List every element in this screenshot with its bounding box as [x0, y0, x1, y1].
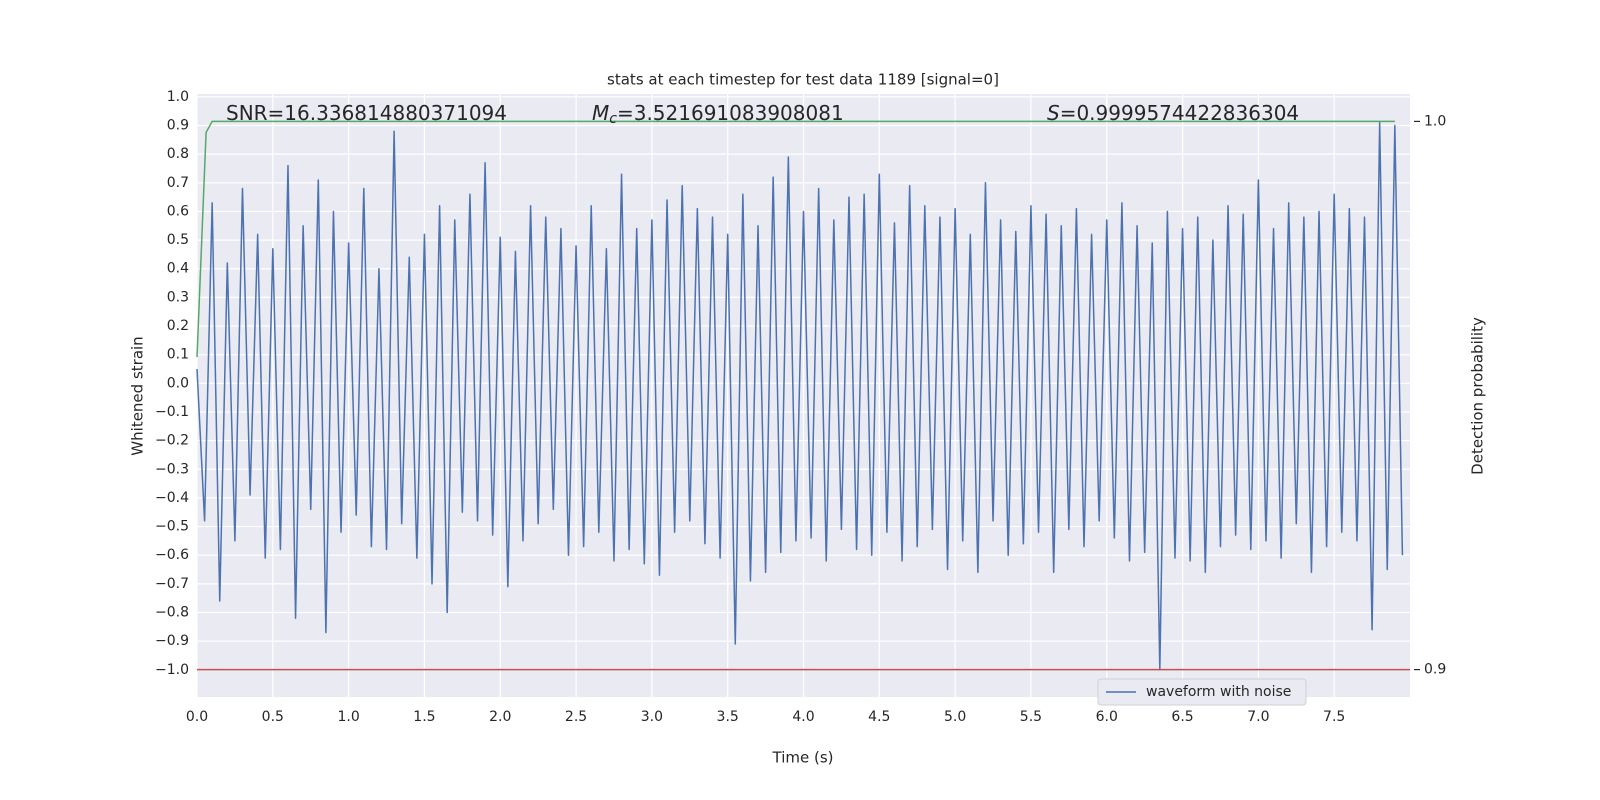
- y-tick-label: 0.5: [167, 232, 189, 248]
- x-tick-label: 4.0: [792, 709, 814, 725]
- x-tick-label: 4.5: [868, 709, 890, 725]
- annotation: SNR=16.336814880371094: [226, 101, 507, 125]
- y-tick-label: 0.3: [167, 289, 189, 305]
- x-tick-label: 7.0: [1247, 709, 1269, 725]
- x-tick-label: 1.5: [413, 709, 435, 725]
- chart-title: stats at each timestep for test data 118…: [607, 71, 999, 89]
- y-axis-label: Whitened strain: [129, 336, 147, 455]
- y-tick-label: −0.4: [155, 490, 189, 506]
- y-tick-label: 0.8: [167, 146, 189, 162]
- y-tick-label: 0.1: [167, 347, 189, 363]
- y-tick-label: −0.1: [155, 404, 189, 420]
- x-axis-label: Time (s): [772, 749, 834, 767]
- y-tick-label: −0.6: [155, 547, 189, 563]
- x-tick-label: 7.5: [1323, 709, 1345, 725]
- annotation: Mc=3.521691083908081: [592, 101, 844, 128]
- annotation-text: =3.521691083908081: [617, 101, 844, 125]
- y-tick-label: −0.2: [155, 433, 189, 449]
- legend-label: waveform with noise: [1146, 684, 1291, 700]
- x-tick-label: 3.0: [641, 709, 663, 725]
- y-tick-label: −0.3: [155, 461, 189, 477]
- y2-tick-label: 0.9: [1424, 662, 1446, 678]
- x-tick-label: 0.5: [262, 709, 284, 725]
- annotation-symbol: S: [1047, 101, 1060, 125]
- x-tick-label: 2.0: [489, 709, 511, 725]
- x-tick-label: 5.5: [1020, 709, 1042, 725]
- y-tick-label: −0.8: [155, 604, 189, 620]
- x-tick-label: 6.0: [1096, 709, 1118, 725]
- annotation: S=0.9999574422836304: [1047, 101, 1299, 125]
- waveform-line: [196, 121, 1404, 671]
- y-tick-label: −0.7: [155, 576, 189, 592]
- y-tick-label: 0.6: [167, 203, 189, 219]
- x-tick-label: 3.5: [717, 709, 739, 725]
- probability-line: [196, 120, 1395, 358]
- x-tick-label: 0.0: [186, 709, 208, 725]
- y-tick-label: −0.5: [155, 519, 189, 535]
- x-tick-label: 2.5: [565, 709, 587, 725]
- y2-tick-label: 1.0: [1424, 113, 1446, 129]
- legend-box: [1097, 678, 1307, 706]
- y-tick-label: −1.0: [155, 662, 189, 678]
- x-tick-label: 1.0: [337, 709, 359, 725]
- y-tick-label: 0.4: [167, 261, 189, 277]
- annotation-text: SNR=16.336814880371094: [226, 101, 507, 125]
- x-tick-label: 5.0: [944, 709, 966, 725]
- y-tick-label: 0.9: [167, 118, 189, 134]
- y2-axis-label: Detection probability: [1469, 317, 1487, 475]
- y-tick-label: 1.0: [167, 89, 189, 105]
- annotation-symbol: M: [592, 101, 609, 125]
- y-tick-label: 0.7: [167, 175, 189, 191]
- y-tick-label: 0.2: [167, 318, 189, 334]
- annotation-text: =0.9999574422836304: [1060, 101, 1299, 125]
- x-tick-label: 6.5: [1171, 709, 1193, 725]
- y-tick-label: −0.9: [155, 633, 189, 649]
- annotation-subscript: c: [609, 111, 617, 127]
- y-tick-label: 0.0: [167, 375, 189, 391]
